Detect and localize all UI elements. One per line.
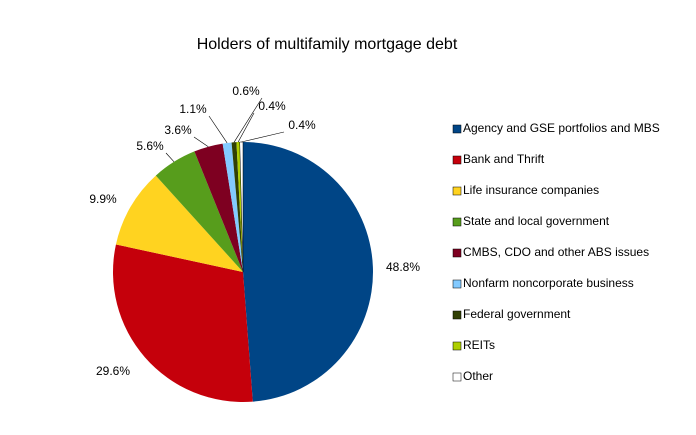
legend-swatch xyxy=(452,248,462,258)
data-label: 9.9% xyxy=(89,192,117,206)
data-label: 1.1% xyxy=(179,102,207,116)
leader-line xyxy=(237,112,255,143)
pie-slice xyxy=(155,151,243,272)
pie-slice xyxy=(236,142,243,272)
legend-label: Agency and GSE portfolios and MBS xyxy=(463,121,660,135)
legend-label: Life insurance companies xyxy=(463,183,599,197)
legend-swatch xyxy=(452,186,462,196)
legend-swatch xyxy=(452,155,462,165)
legend-swatch xyxy=(452,372,462,382)
leader-line xyxy=(241,131,285,143)
pie-slice xyxy=(112,244,253,402)
data-label: 0.4% xyxy=(258,99,286,113)
pie-slice xyxy=(239,141,244,273)
data-label: 0.4% xyxy=(288,118,316,132)
legend-swatch xyxy=(452,310,462,320)
leader-line xyxy=(193,136,209,147)
legend-label: State and local government xyxy=(463,214,610,228)
legend-label: REITs xyxy=(463,338,495,352)
legend-swatch xyxy=(452,279,462,289)
legend-swatch xyxy=(452,124,462,134)
legend-label: Federal government xyxy=(463,307,571,321)
leader-line xyxy=(233,97,263,143)
legend-swatch xyxy=(452,341,462,351)
data-label: 0.6% xyxy=(232,84,260,98)
legend-label: Nonfarm noncorporate business xyxy=(463,276,634,290)
data-label: 3.6% xyxy=(164,123,192,137)
pie-slice xyxy=(115,175,243,272)
legend-swatch xyxy=(452,217,462,227)
chart-title: Holders of multifamily mortgage debt xyxy=(197,36,458,53)
pie-slice xyxy=(194,143,243,272)
leader-line xyxy=(208,115,228,144)
pie-slice xyxy=(222,142,243,272)
legend-label: Other xyxy=(463,369,493,383)
legend-label: CMBS, CDO and other ABS issues xyxy=(463,245,649,259)
leader-line xyxy=(165,152,175,163)
data-label: 29.6% xyxy=(96,364,130,378)
pie-slice xyxy=(231,142,243,272)
data-label: 5.6% xyxy=(136,139,164,153)
pie-slice xyxy=(243,142,374,402)
legend-label: Bank and Thrift xyxy=(463,152,545,166)
data-label: 48.8% xyxy=(386,260,420,274)
